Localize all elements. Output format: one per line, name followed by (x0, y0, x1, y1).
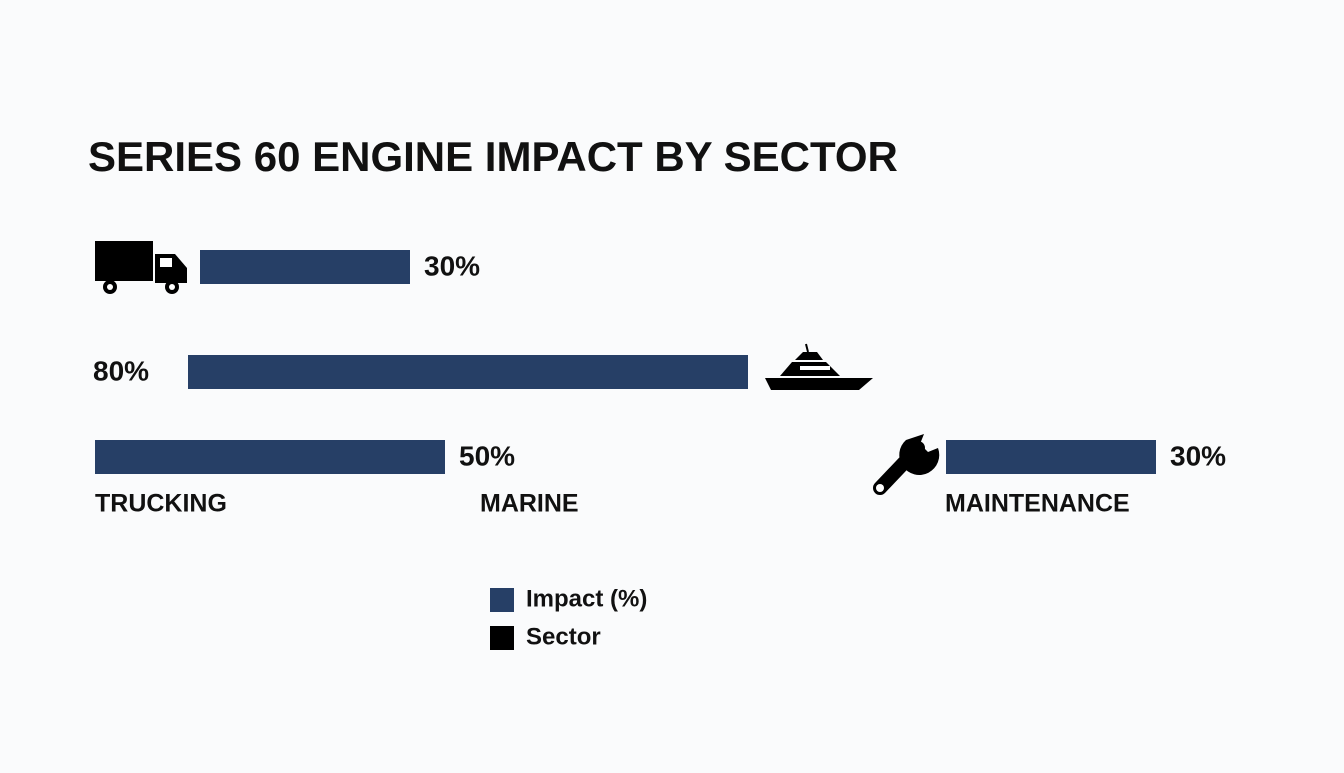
value-label: 30% (424, 250, 480, 281)
sector-label: MARINE (480, 490, 579, 518)
bar (946, 440, 1156, 474)
bar (95, 440, 445, 474)
wrench-icon (873, 434, 940, 495)
sector-label: TRUCKING (95, 490, 227, 518)
legend-swatch (490, 588, 514, 612)
title: SERIES 60 ENGINE IMPACT BY SECTOR (88, 133, 898, 180)
legend-label: Sector (526, 623, 601, 650)
value-label: 50% (459, 440, 515, 471)
boat-icon (765, 343, 873, 390)
bar (188, 355, 748, 389)
legend-label: Impact (%) (526, 585, 647, 612)
value-label: 80% (93, 355, 149, 386)
sector-label: MAINTENANCE (945, 490, 1130, 518)
value-label: 30% (1170, 440, 1226, 471)
truck-icon (95, 241, 187, 294)
legend-swatch (490, 626, 514, 650)
bar (200, 250, 410, 284)
legend: Impact (%) Sector (490, 585, 647, 650)
